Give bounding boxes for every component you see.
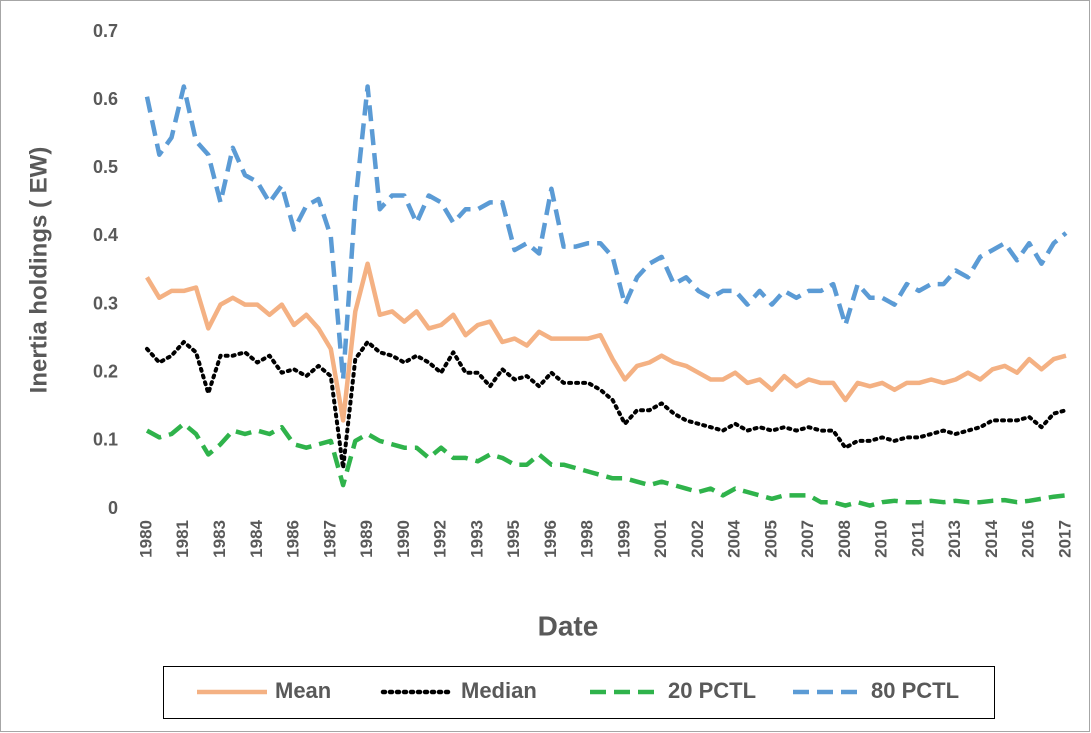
x-tick-label: 1987 (320, 520, 339, 558)
legend-label: Mean (275, 678, 331, 703)
x-tick-label: 2014 (982, 519, 1001, 557)
y-tick-label: 0.3 (93, 293, 118, 313)
x-tick-label: 2004 (725, 519, 744, 557)
y-tick-label: 0.4 (93, 225, 118, 245)
series-line (144, 84, 1068, 382)
x-tick-label: 1999 (614, 520, 633, 558)
legend-box (163, 666, 995, 719)
legend-label: 80 PCTL (871, 678, 959, 703)
y-tick-label: 0.6 (93, 89, 118, 109)
legend-label: Median (461, 678, 537, 703)
series-line (145, 421, 1067, 508)
x-axis-label: Date (538, 610, 599, 641)
x-tick-label: 2010 (872, 520, 891, 558)
x-tick-label: 1992 (431, 520, 450, 558)
x-tick-label: 2001 (651, 520, 670, 558)
series-line (145, 261, 1067, 423)
x-tick-label: 2017 (1055, 520, 1074, 558)
x-tick-label: 2007 (798, 520, 817, 558)
x-tick-label: 2016 (1019, 520, 1038, 558)
x-tick-label: 2011 (908, 520, 927, 557)
x-tick-label: 1998 (578, 520, 597, 558)
y-tick-label: 0.1 (93, 430, 118, 450)
y-tick-label: 0 (108, 498, 118, 518)
legend-label: 20 PCTL (668, 678, 756, 703)
x-tick-label: 2002 (688, 520, 707, 558)
x-tick-label: 1996 (541, 520, 560, 558)
y-tick-label: 0.7 (93, 21, 118, 41)
x-tick-label: 1990 (394, 520, 413, 558)
x-tick-label: 1993 (467, 520, 486, 558)
x-tick-label: 1986 (284, 520, 303, 558)
x-tick-label: 1995 (504, 520, 523, 558)
y-tick-label: 0.2 (93, 361, 118, 381)
x-tick-label: 2005 (761, 520, 780, 558)
x-tick-label: 1984 (247, 519, 266, 557)
y-axis-label: Inertia holdings ( EW) (25, 147, 52, 394)
y-tick-label: 0.5 (93, 157, 118, 177)
x-tick-label: 1981 (173, 520, 192, 558)
series-line (145, 340, 1068, 471)
x-tick-label: 1983 (210, 520, 229, 558)
x-tick-label: 1980 (136, 520, 155, 558)
x-tick-label: 2013 (945, 520, 964, 558)
x-tick-label: 1989 (357, 520, 376, 558)
x-tick-label: 2008 (835, 520, 854, 558)
